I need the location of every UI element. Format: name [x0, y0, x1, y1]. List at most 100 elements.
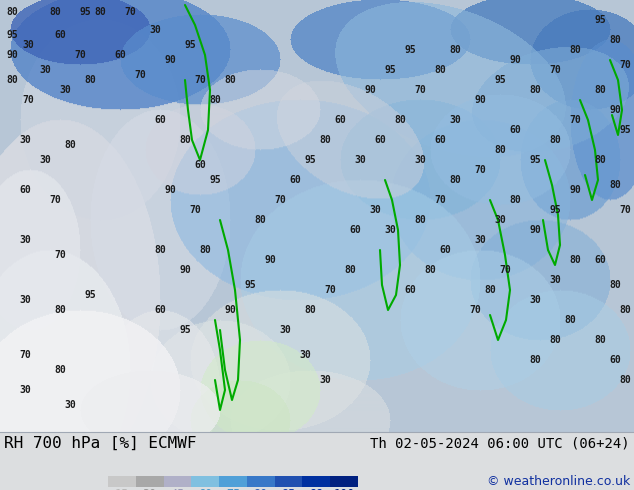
- Text: 95: 95: [6, 30, 18, 40]
- Text: 60: 60: [404, 285, 416, 295]
- Text: 30: 30: [149, 25, 161, 35]
- Text: 90: 90: [224, 305, 236, 315]
- Text: 90: 90: [474, 95, 486, 105]
- Text: 80: 80: [619, 375, 631, 385]
- Text: 99: 99: [309, 488, 323, 490]
- Text: 30: 30: [279, 325, 291, 335]
- Bar: [191, 476, 219, 487]
- Text: 95: 95: [549, 205, 561, 215]
- Text: 95: 95: [384, 65, 396, 75]
- Text: 60: 60: [374, 135, 386, 145]
- Text: © weatheronline.co.uk: © weatheronline.co.uk: [487, 475, 630, 488]
- Text: 80: 80: [49, 7, 61, 17]
- Text: 90: 90: [179, 265, 191, 275]
- Text: 80: 80: [224, 75, 236, 85]
- Bar: [330, 476, 358, 487]
- Text: 80: 80: [529, 85, 541, 95]
- Text: 30: 30: [39, 155, 51, 165]
- Text: 80: 80: [594, 335, 606, 345]
- Text: 80: 80: [569, 255, 581, 265]
- Text: 70: 70: [189, 205, 201, 215]
- Text: 95: 95: [179, 325, 191, 335]
- Text: 95: 95: [209, 175, 221, 185]
- Text: 45: 45: [171, 488, 184, 490]
- Text: 80: 80: [569, 45, 581, 55]
- Text: 30: 30: [19, 295, 31, 305]
- Text: 80: 80: [509, 195, 521, 205]
- Text: 70: 70: [474, 165, 486, 175]
- Text: 90: 90: [164, 185, 176, 195]
- Text: 90: 90: [6, 50, 18, 60]
- Text: 70: 70: [414, 85, 426, 95]
- Text: 30: 30: [449, 115, 461, 125]
- Text: RH 700 hPa [%] ECMWF: RH 700 hPa [%] ECMWF: [4, 436, 197, 451]
- Text: 70: 70: [124, 7, 136, 17]
- Text: 70: 70: [619, 60, 631, 70]
- Text: 30: 30: [19, 135, 31, 145]
- Text: 70: 70: [549, 65, 561, 75]
- Text: 30: 30: [529, 295, 541, 305]
- Text: 80: 80: [179, 135, 191, 145]
- Text: 60: 60: [334, 115, 346, 125]
- Text: 30: 30: [384, 225, 396, 235]
- Text: 80: 80: [609, 35, 621, 45]
- Text: 70: 70: [274, 195, 286, 205]
- Text: 90: 90: [569, 185, 581, 195]
- Text: 80: 80: [254, 215, 266, 225]
- Text: 70: 70: [434, 195, 446, 205]
- Text: 80: 80: [344, 265, 356, 275]
- Text: 60: 60: [194, 160, 206, 170]
- Text: 95: 95: [79, 7, 91, 17]
- Bar: [275, 476, 302, 487]
- Bar: [136, 476, 164, 487]
- Text: 80: 80: [84, 75, 96, 85]
- Text: 90: 90: [164, 55, 176, 65]
- Text: 80: 80: [609, 180, 621, 190]
- Text: 95: 95: [184, 40, 196, 50]
- Text: 70: 70: [194, 75, 206, 85]
- Text: 95: 95: [281, 488, 295, 490]
- Text: 90: 90: [609, 105, 621, 115]
- Text: 95: 95: [529, 155, 541, 165]
- Text: 95: 95: [594, 15, 606, 25]
- Text: 80: 80: [154, 245, 166, 255]
- Text: 30: 30: [319, 375, 331, 385]
- Text: 95: 95: [244, 280, 256, 290]
- Text: 70: 70: [619, 205, 631, 215]
- Text: 80: 80: [619, 305, 631, 315]
- Text: 60: 60: [19, 185, 31, 195]
- Text: 70: 70: [54, 250, 66, 260]
- Text: 80: 80: [209, 95, 221, 105]
- Text: 95: 95: [494, 75, 506, 85]
- Text: 30: 30: [143, 488, 157, 490]
- Text: 60: 60: [439, 245, 451, 255]
- Text: 60: 60: [154, 305, 166, 315]
- Text: 60: 60: [198, 488, 212, 490]
- Text: 60: 60: [154, 115, 166, 125]
- Text: 60: 60: [609, 355, 621, 365]
- Bar: [247, 476, 275, 487]
- Text: 70: 70: [324, 285, 336, 295]
- Text: 90: 90: [264, 255, 276, 265]
- Text: 95: 95: [84, 290, 96, 300]
- Text: 80: 80: [529, 355, 541, 365]
- Text: 80: 80: [424, 265, 436, 275]
- Text: 30: 30: [39, 65, 51, 75]
- Text: 80: 80: [319, 135, 331, 145]
- Text: 60: 60: [594, 255, 606, 265]
- Text: 60: 60: [114, 50, 126, 60]
- Text: 70: 70: [134, 70, 146, 80]
- Text: 60: 60: [54, 30, 66, 40]
- Text: 95: 95: [304, 155, 316, 165]
- Text: 60: 60: [349, 225, 361, 235]
- Text: 30: 30: [474, 235, 486, 245]
- Bar: [108, 476, 136, 487]
- Text: 80: 80: [594, 155, 606, 165]
- Text: 80: 80: [199, 245, 211, 255]
- Text: 30: 30: [299, 350, 311, 360]
- Text: 30: 30: [59, 85, 71, 95]
- Text: Th 02-05-2024 06:00 UTC (06+24): Th 02-05-2024 06:00 UTC (06+24): [370, 436, 630, 450]
- Text: 80: 80: [484, 285, 496, 295]
- Text: 30: 30: [354, 155, 366, 165]
- Text: 30: 30: [19, 385, 31, 395]
